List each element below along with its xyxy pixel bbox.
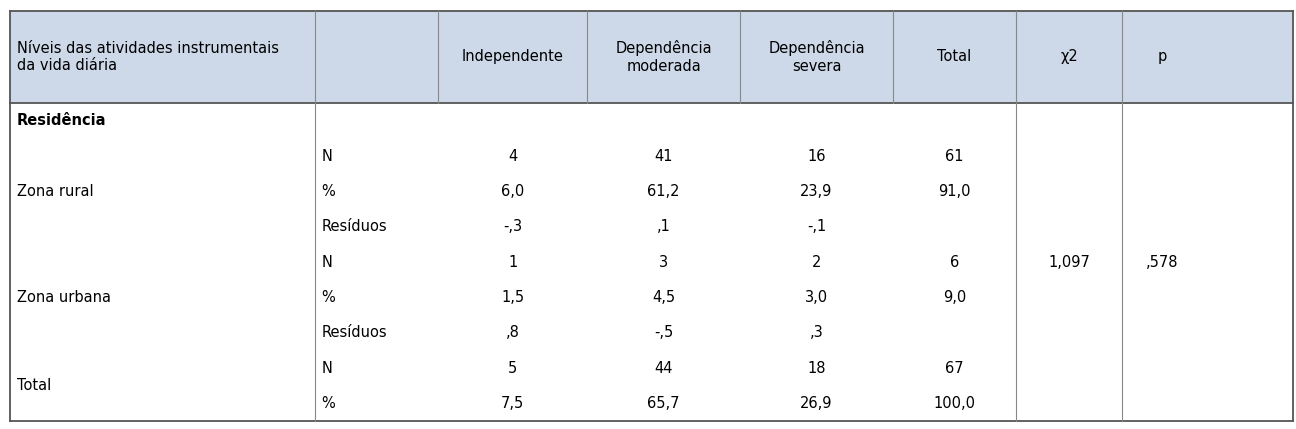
Text: 6,0: 6,0 (502, 184, 524, 199)
Text: Dependência
moderada: Dependência moderada (616, 40, 712, 73)
Text: 9,0: 9,0 (943, 290, 966, 305)
Text: 44: 44 (654, 361, 673, 376)
Text: -,1: -,1 (807, 219, 826, 234)
Text: ,8: ,8 (505, 325, 520, 340)
Text: 61: 61 (945, 148, 964, 163)
Bar (10, 11, 1293, 103)
Text: 1,097: 1,097 (1048, 255, 1090, 269)
Text: N: N (321, 148, 332, 163)
Text: 5: 5 (508, 361, 517, 376)
Text: -,5: -,5 (654, 325, 673, 340)
Bar (10, 103, 1293, 421)
Text: Total: Total (17, 378, 51, 393)
Text: 18: 18 (807, 361, 826, 376)
Text: 1,5: 1,5 (502, 290, 524, 305)
Text: p: p (1157, 49, 1168, 64)
Text: 23,9: 23,9 (801, 184, 832, 199)
Text: 16: 16 (807, 148, 826, 163)
Text: -,3: -,3 (503, 219, 522, 234)
Text: 2: 2 (811, 255, 822, 269)
Text: 3,0: 3,0 (805, 290, 828, 305)
Text: Resíduos: Resíduos (321, 325, 388, 340)
Text: N: N (321, 255, 332, 269)
Text: Níveis das atividades instrumentais
da vida diária: Níveis das atividades instrumentais da v… (17, 41, 279, 73)
Text: %: % (321, 396, 336, 411)
Text: 67: 67 (945, 361, 964, 376)
Text: ,1: ,1 (657, 219, 670, 234)
Text: Zona urbana: Zona urbana (17, 290, 111, 305)
Text: 91,0: 91,0 (938, 184, 971, 199)
Text: χ2: χ2 (1060, 49, 1078, 64)
Text: 7,5: 7,5 (502, 396, 524, 411)
Text: 41: 41 (654, 148, 673, 163)
Text: 6: 6 (950, 255, 959, 269)
Text: 3: 3 (658, 255, 669, 269)
Text: %: % (321, 290, 336, 305)
Text: 65,7: 65,7 (647, 396, 680, 411)
Text: N: N (321, 361, 332, 376)
Text: Resíduos: Resíduos (321, 219, 388, 234)
Text: ,3: ,3 (810, 325, 823, 340)
Text: Independente: Independente (461, 49, 564, 64)
Text: Dependência
severa: Dependência severa (769, 40, 864, 73)
Text: 1: 1 (508, 255, 517, 269)
Text: 61,2: 61,2 (647, 184, 680, 199)
Text: Total: Total (937, 49, 972, 64)
Text: %: % (321, 184, 336, 199)
Text: 4: 4 (508, 148, 517, 163)
Text: 100,0: 100,0 (933, 396, 976, 411)
Text: Residência: Residência (17, 113, 106, 128)
Text: 26,9: 26,9 (800, 396, 833, 411)
Text: ,578: ,578 (1146, 255, 1179, 269)
Text: Zona rural: Zona rural (17, 184, 93, 199)
Text: 4,5: 4,5 (652, 290, 675, 305)
